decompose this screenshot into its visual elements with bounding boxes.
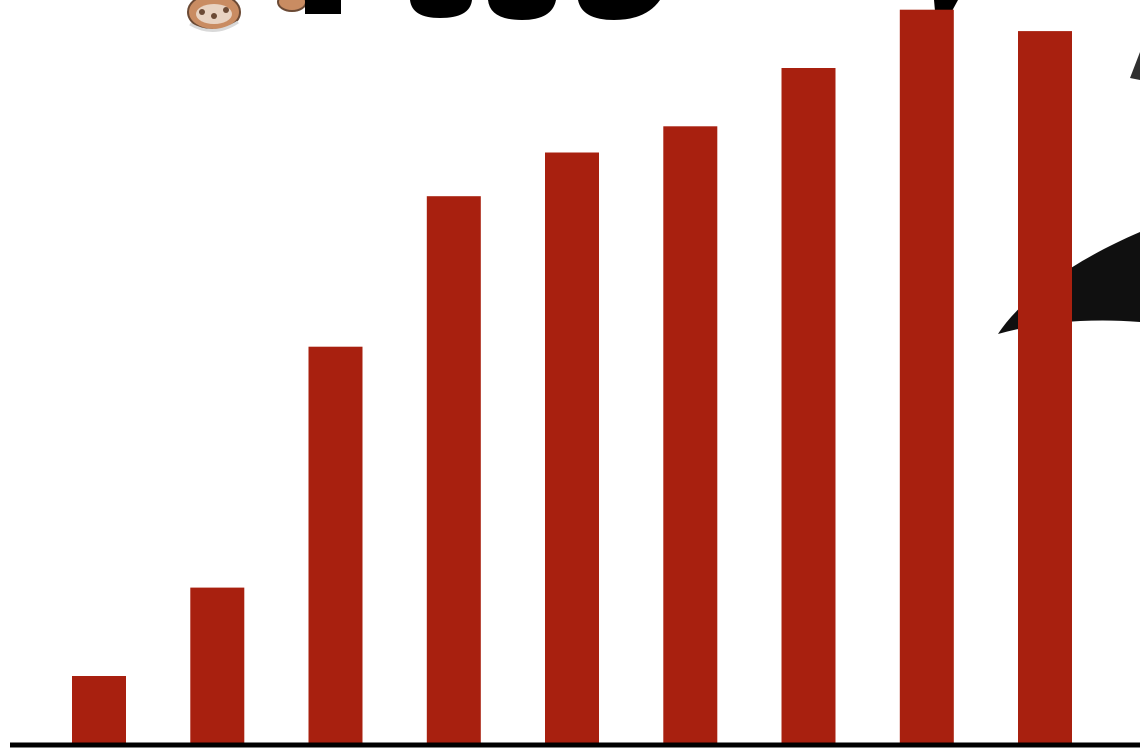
bar-3 — [308, 346, 363, 743]
bar-7 — [781, 68, 836, 743]
bar-1 — [72, 676, 126, 743]
sneaker-illustration — [187, 0, 307, 32]
bar-4 — [426, 196, 481, 743]
bar-2 — [190, 587, 245, 743]
bar-6 — [663, 126, 718, 744]
bar-8 — [899, 9, 954, 743]
bars-group — [72, 9, 1072, 744]
bar-9 — [1018, 31, 1072, 744]
bar-5 — [545, 152, 599, 743]
clipped-title-glyphs — [305, 0, 958, 22]
arrow-tip-shape — [1130, 52, 1140, 80]
